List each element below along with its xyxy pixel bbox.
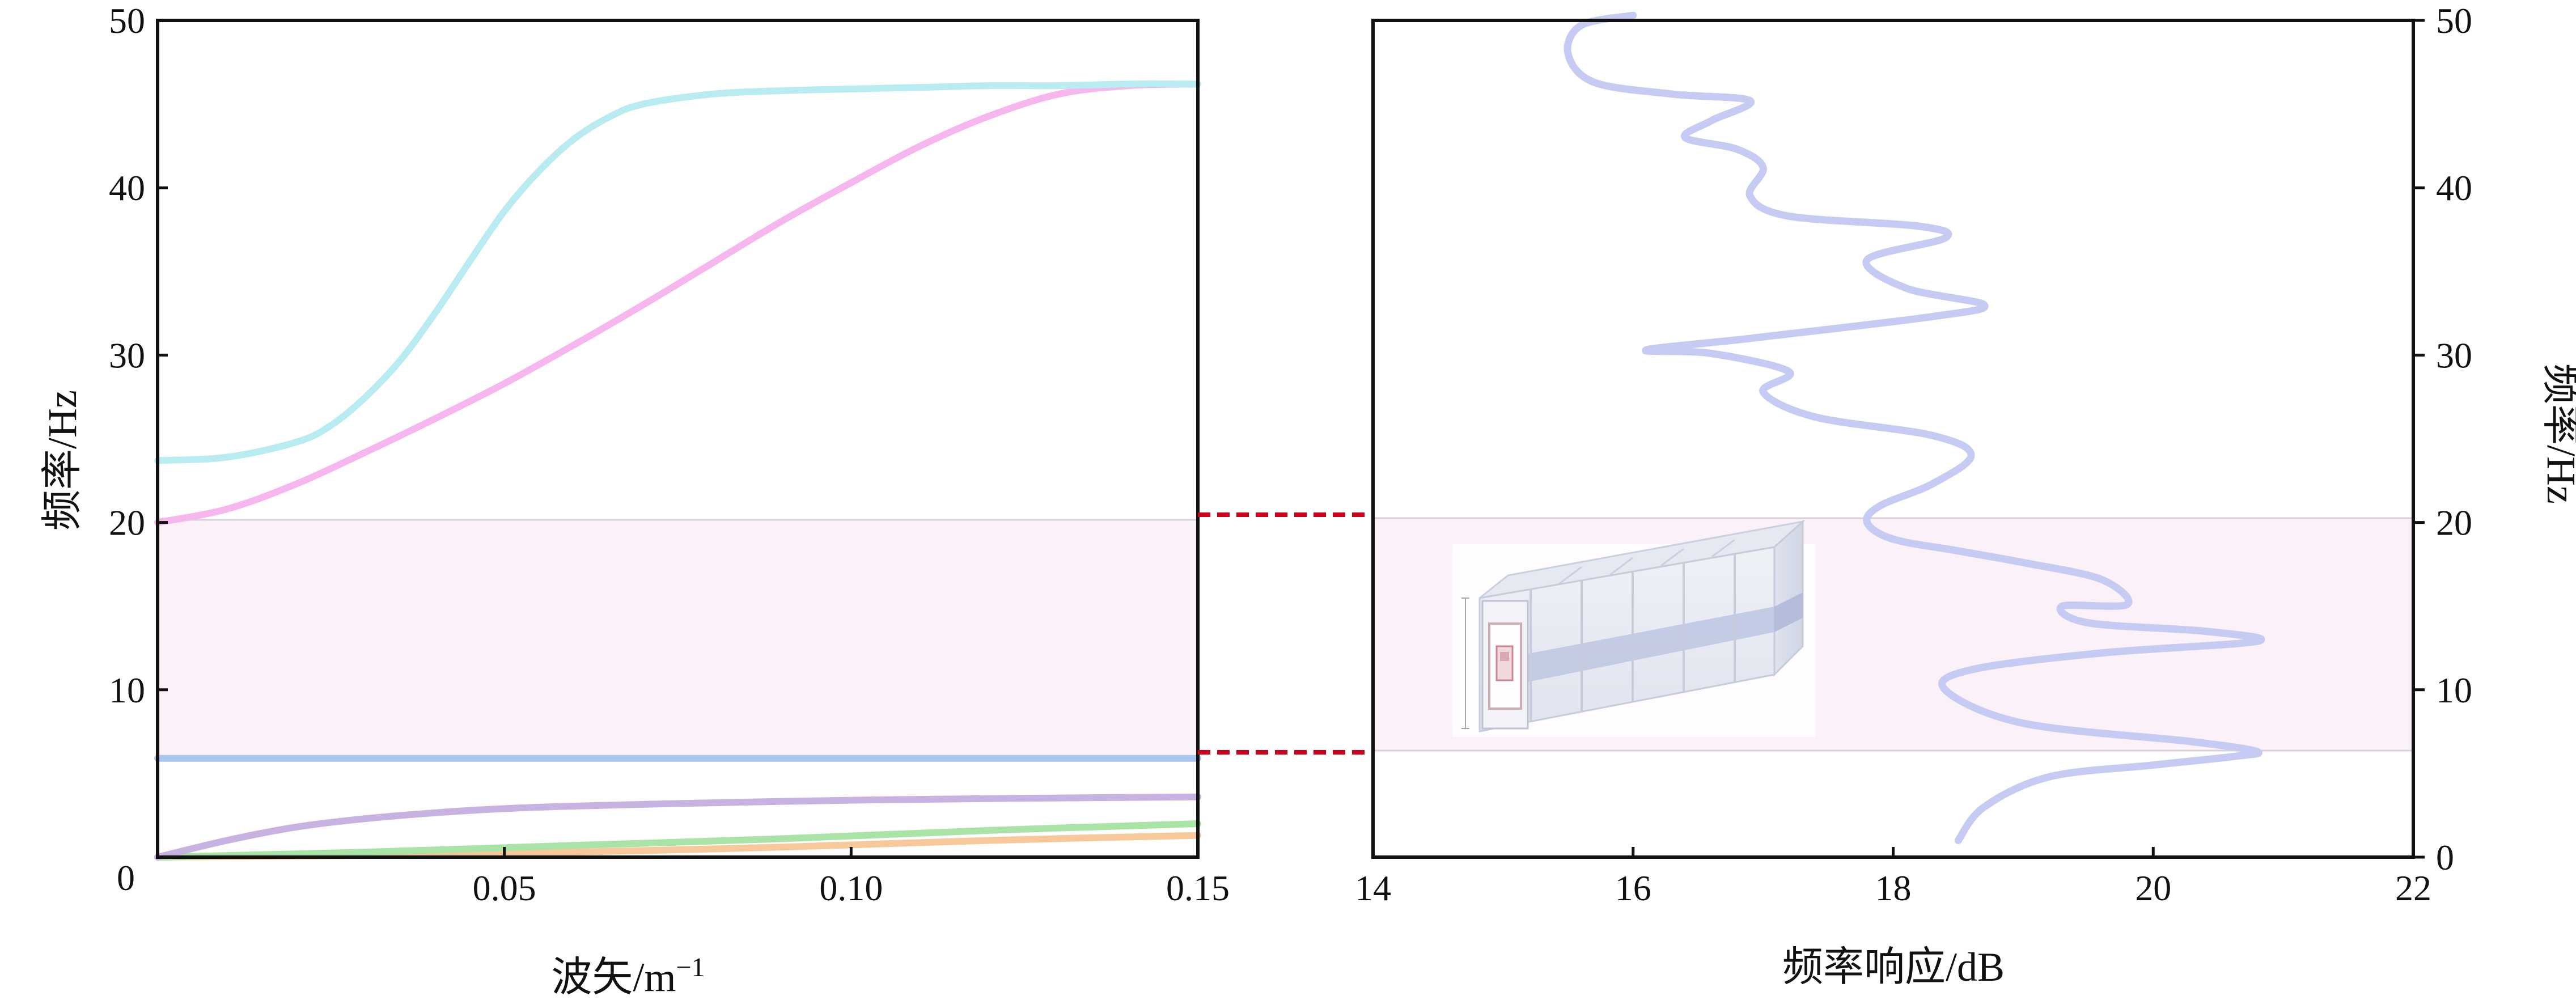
left-x-tick-label: 0.05 [473,868,536,908]
structure-illustration [1452,519,1815,737]
left-y-tick-label: 50 [109,1,145,41]
left-y-axis-title: 频率/Hz [40,390,85,531]
left-x-tick-label: 0 [117,858,135,898]
right-y-axis-title: 频率/Hz [2539,363,2576,504]
right-series-line-1 [1564,11,2265,844]
right-y-tick-label: 50 [2436,1,2472,41]
right-x-tick-label: 18 [1875,868,1912,908]
left-x-tick-label: 0.10 [819,868,883,908]
right-x-axis-title: 频率响应/dB [1782,944,2005,990]
left-dispersion-curves [154,80,1201,861]
right-y-tick-label: 30 [2436,335,2472,375]
left-plot-frame [156,19,1200,859]
left-y-tick-label: 40 [109,168,145,208]
left-y-tick-label: 30 [109,335,145,375]
right-x-tick-label: 14 [1355,868,1391,908]
left-x-axis-title: 波矢/m−1 [551,952,705,1000]
right-x-tick-label: 22 [2395,868,2431,908]
left-y-ticks: 10 20 30 40 50 [109,1,168,859]
left-series-line-6 [154,80,1201,464]
band-gap-connectors [1198,512,1373,755]
left-y-tick-label: 20 [109,503,145,543]
left-y-tick-label: 10 [109,670,145,710]
right-frequency-response-curve [1564,11,2265,844]
left-series-line-5 [154,80,1201,526]
right-y-tick-label: 0 [2436,837,2454,878]
right-y-tick-label: 20 [2436,503,2472,543]
left-series-line-3 [154,793,1201,861]
right-y-tick-label: 10 [2436,670,2472,710]
right-y-tick-label: 40 [2436,168,2472,208]
left-x-ticks: 0 0.05 0.10 0.15 [117,847,1230,908]
left-x-tick-label: 0.15 [1166,868,1230,908]
right-x-tick-label: 20 [2135,868,2171,908]
left-series-line-2 [154,820,1201,861]
left-band-gap [156,519,1199,760]
right-x-ticks: 14 16 18 20 22 [1355,847,2431,908]
right-x-tick-label: 16 [1615,868,1651,908]
left-panel: 0 0.05 0.10 0.15 10 20 30 40 50 波矢/m−1 频率/Hz [40,1,1230,1000]
right-panel: 14 16 18 20 22 0 10 20 30 40 50 频率响应/dB 频率/Hz [1355,1,2576,990]
right-y-ticks: 0 10 20 30 40 50 [2413,1,2472,878]
